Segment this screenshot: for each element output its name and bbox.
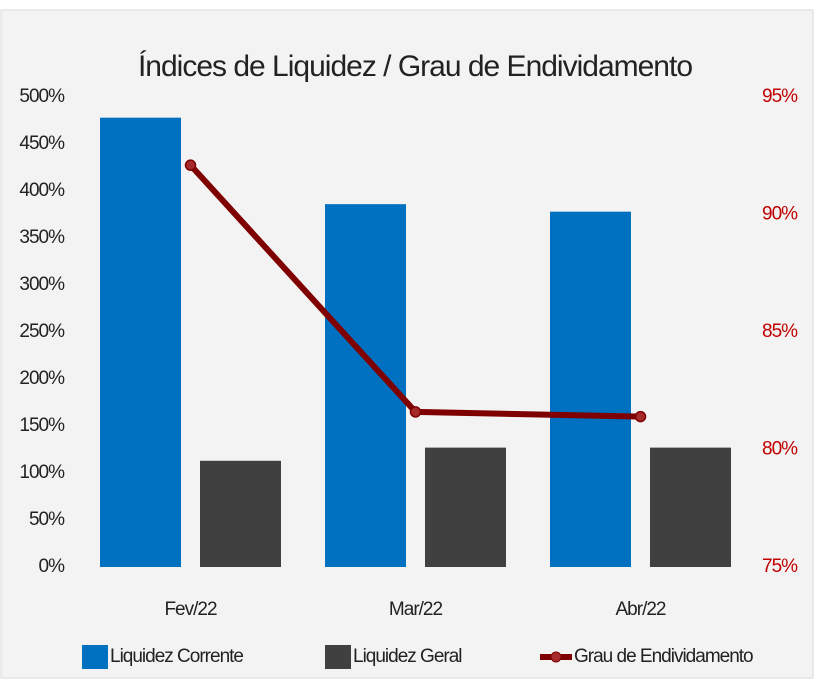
- y-tick-label: 400%: [19, 180, 65, 201]
- legend-label: Liquidez Corrente: [110, 646, 243, 667]
- bar: [550, 211, 631, 567]
- bar: [100, 117, 181, 568]
- y-tick-label: 0%: [39, 556, 66, 577]
- y2-tick-label: 95%: [762, 86, 798, 107]
- bar: [425, 447, 506, 567]
- y-tick-label: 450%: [19, 133, 65, 154]
- chart-title: Índices de Liquidez / Grau de Endividame…: [138, 50, 692, 83]
- x-tick-label: Mar/22: [389, 599, 443, 620]
- y-tick-label: 50%: [29, 509, 65, 530]
- y2-tick-label: 85%: [762, 321, 798, 342]
- y-tick-label: 200%: [19, 368, 65, 389]
- y2-tick-label: 75%: [762, 556, 798, 577]
- line-marker: [634, 410, 647, 423]
- y-tick-label: 300%: [19, 274, 65, 295]
- y-tick-label: 150%: [19, 415, 65, 436]
- legend-marker: [550, 651, 562, 663]
- legend-label: Grau de Endividamento: [574, 646, 753, 667]
- bar: [650, 447, 731, 567]
- y2-tick-label: 90%: [762, 204, 798, 225]
- x-tick-label: Fev/22: [164, 599, 217, 620]
- legend-swatch: [325, 645, 351, 669]
- y2-tick-label: 80%: [762, 439, 798, 460]
- y-tick-label: 250%: [19, 321, 65, 342]
- y-tick-label: 350%: [19, 227, 65, 248]
- y-tick-label: 100%: [19, 462, 65, 483]
- legend-swatch: [82, 645, 108, 669]
- line-marker: [409, 406, 422, 418]
- legend-label: Liquidez Geral: [353, 646, 462, 667]
- bar: [200, 460, 281, 567]
- x-tick-label: Abr/22: [616, 599, 666, 620]
- line-marker: [184, 159, 197, 171]
- y-tick-label: 500%: [19, 86, 65, 107]
